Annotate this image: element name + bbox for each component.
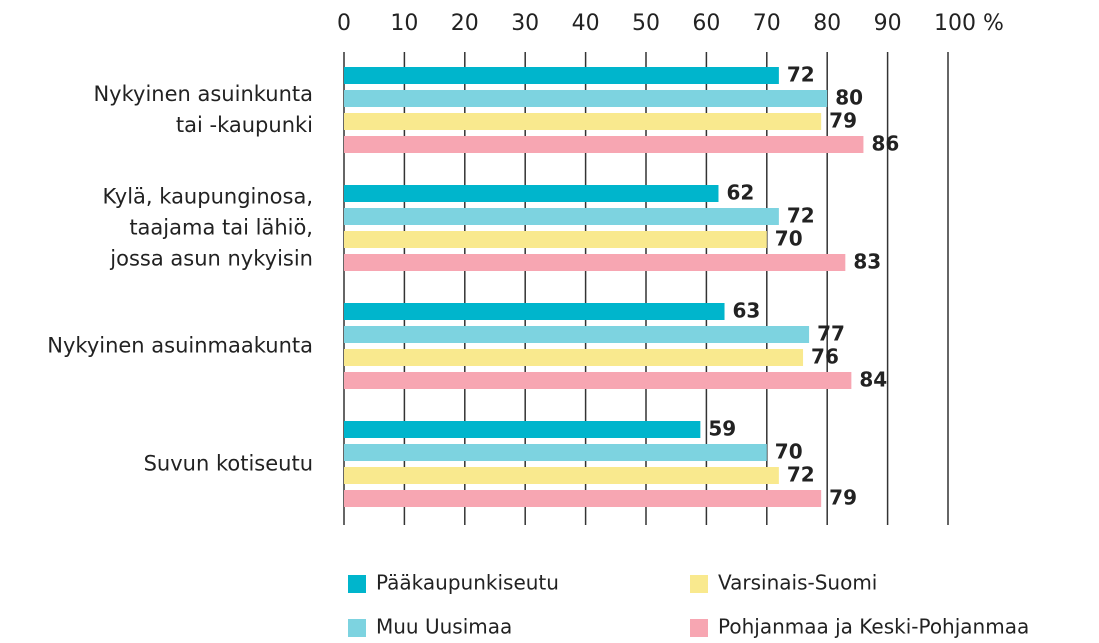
category-label: Kylä, kaupunginosa, taajama tai lähiö, j…: [102, 184, 313, 271]
bar: [344, 303, 725, 320]
value-label: 76: [811, 345, 839, 369]
x-tick-label: 40: [572, 11, 600, 36]
value-label: 63: [733, 299, 761, 323]
x-tick-label: 90: [874, 11, 902, 36]
value-label: 70: [775, 440, 803, 464]
value-label: 80: [835, 86, 863, 110]
legend-label: Muu Uusimaa: [376, 615, 512, 639]
bar: [344, 136, 864, 153]
bar: [344, 90, 828, 107]
value-label: 72: [787, 204, 815, 228]
x-tick-label: 0: [337, 11, 351, 36]
value-label: 79: [829, 486, 857, 510]
bar: [344, 208, 779, 225]
legend-label: Pääkaupunkiseutu: [376, 571, 559, 595]
legend-label: Varsinais-Suomi: [718, 571, 877, 595]
bar: [344, 185, 719, 202]
category-label: Nykyinen asuinkunta tai -kaupunki: [93, 82, 313, 137]
x-tick-label: 80: [813, 11, 841, 36]
value-label: 84: [859, 368, 887, 392]
x-tick-label: 70: [753, 11, 781, 36]
bar: [344, 372, 852, 389]
legend-swatch: [690, 619, 708, 637]
legend-swatch: [348, 575, 366, 593]
legend-swatch: [690, 575, 708, 593]
bar: [344, 113, 822, 130]
category-label: Suvun kotiseutu: [143, 451, 313, 476]
value-label: 70: [775, 227, 803, 251]
bar: [344, 444, 767, 461]
bar: [344, 231, 767, 248]
value-label: 79: [829, 109, 857, 133]
legend-label: Pohjanmaa ja Keski-Pohjanmaa: [718, 615, 1029, 639]
x-tick-label: 60: [692, 11, 720, 36]
value-label: 72: [787, 63, 815, 87]
x-tick-label: 100 %: [934, 11, 1004, 36]
value-label: 83: [853, 250, 881, 274]
x-tick-label: 10: [390, 11, 418, 36]
bar: [344, 67, 779, 84]
value-label: 59: [708, 417, 736, 441]
bar: [344, 326, 810, 343]
bar: [344, 490, 822, 507]
x-tick-label: 30: [511, 11, 539, 36]
bar: [344, 349, 804, 366]
bar: [344, 254, 846, 271]
x-tick-label: 20: [451, 11, 479, 36]
value-label: 86: [871, 132, 899, 156]
value-label: 72: [787, 463, 815, 487]
value-label: 77: [817, 322, 845, 346]
category-label: Nykyinen asuinmaakunta: [47, 333, 313, 358]
x-tick-label: 50: [632, 11, 660, 36]
bar: [344, 467, 779, 484]
bar: [344, 421, 701, 438]
legend-swatch: [348, 619, 366, 637]
value-label: 62: [726, 181, 754, 205]
